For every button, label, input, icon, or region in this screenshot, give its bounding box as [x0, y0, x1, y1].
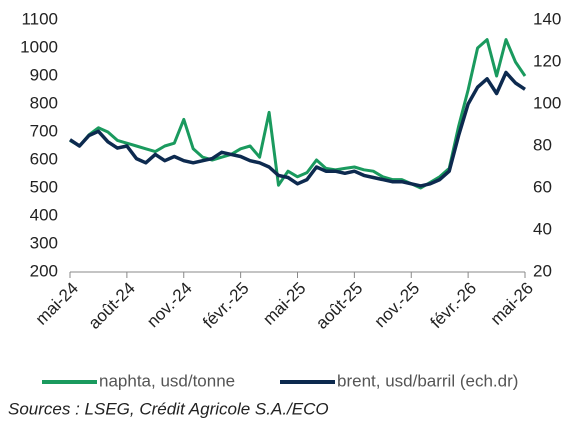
y2-tick-label: 120 — [533, 51, 561, 70]
legend-label: naphta, usd/tonne — [99, 371, 235, 390]
series-line — [69, 38, 527, 190]
x-tick-label: févr.-25 — [199, 279, 253, 333]
source-note: Sources : LSEG, Crédit Agricole S.A./ECO — [8, 399, 329, 418]
y-tick-label: 1100 — [21, 9, 58, 28]
x-tick-label: mai-25 — [259, 279, 309, 329]
y2-tick-label: 80 — [533, 135, 552, 154]
y-tick-label: 400 — [30, 205, 58, 224]
series-line — [69, 70, 526, 188]
y-tick-label: 600 — [30, 149, 58, 168]
y2-tick-label: 40 — [533, 219, 552, 238]
y-tick-label: 300 — [30, 233, 58, 252]
x-tick-label: nov.-25 — [371, 279, 424, 332]
y-tick-label: 700 — [30, 121, 58, 140]
x-tick-label: mai-26 — [487, 279, 537, 329]
x-tick-label: août-25 — [312, 279, 366, 333]
y2-tick-label: 20 — [533, 261, 552, 280]
y-tick-label: 200 — [30, 261, 58, 280]
y2-tick-label: 60 — [533, 177, 552, 196]
x-tick-label: mai-24 — [32, 279, 82, 329]
y-tick-label: 1000 — [20, 37, 58, 56]
y-tick-label: 800 — [30, 93, 58, 112]
y-tick-label: 500 — [30, 177, 58, 196]
legend-label: brent, usd/barril (ech.dr) — [337, 371, 518, 390]
y2-tick-label: 140 — [533, 9, 561, 28]
x-tick-label: nov.-24 — [143, 279, 196, 332]
y2-tick-label: 100 — [533, 93, 561, 112]
y-tick-label: 900 — [30, 65, 58, 84]
x-tick-label: févr.-26 — [427, 279, 481, 333]
x-tick-label: août-24 — [85, 279, 139, 333]
